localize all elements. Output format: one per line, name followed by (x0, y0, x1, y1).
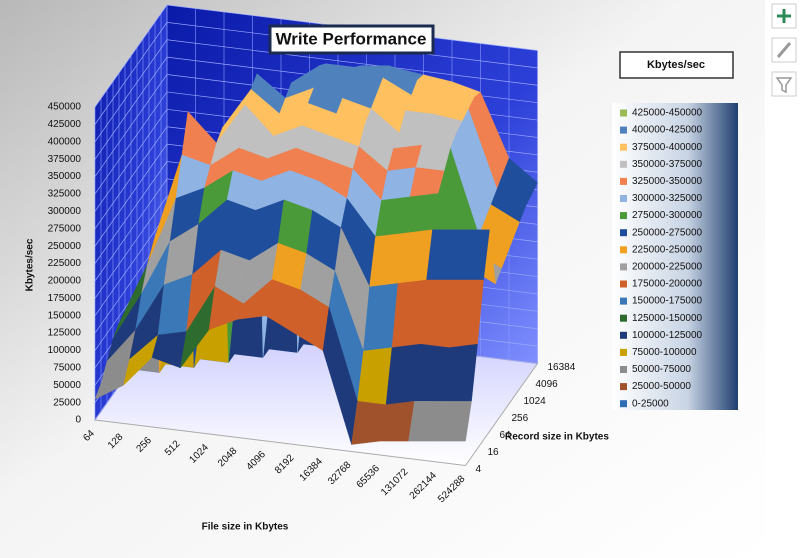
legend-swatch (620, 126, 627, 134)
z-tick-label: 350000 (48, 171, 82, 182)
surface-cell (415, 144, 451, 172)
z-tick-label: 250000 (48, 241, 82, 252)
legend-label: 225000-250000 (632, 244, 703, 255)
grid-line (94, 39, 538, 142)
legend-swatch (620, 263, 627, 271)
legend-swatch (620, 280, 627, 288)
legend-swatch (620, 297, 627, 305)
legend-title-box (619, 51, 734, 79)
legend-swatch (620, 177, 627, 185)
z-tick-label: 450000 (48, 102, 82, 113)
z-tick-label: 325000 (48, 189, 82, 200)
surface-cell (220, 199, 256, 261)
z-tick-label: 400000 (48, 136, 82, 147)
legend-label: 425000-450000 (632, 108, 703, 119)
legend-label: 400000-425000 (632, 125, 703, 136)
legend-label: 25000-50000 (632, 381, 691, 392)
legend-swatch (620, 331, 627, 339)
y-tick-label: 256 (512, 413, 529, 424)
z-tick-label: 225000 (48, 258, 82, 269)
y-tick-label: 4 (476, 464, 482, 475)
x-axis-title: File size in Kbytes (202, 522, 289, 533)
y-tick-label: 16 (488, 447, 500, 458)
filter-button[interactable] (771, 71, 797, 97)
y-tick-label: 4096 (536, 379, 559, 390)
z-tick-label: 375000 (48, 154, 82, 165)
surface-cell (448, 279, 484, 348)
z-tick-label: 200000 (48, 276, 82, 287)
z-tick-label: 100000 (48, 345, 82, 356)
brush-icon (776, 42, 792, 58)
legend-swatch (620, 246, 627, 254)
legend-swatch (620, 400, 627, 408)
legend-label: 325000-350000 (632, 176, 703, 187)
legend-label: 150000-175000 (632, 296, 703, 307)
legend-swatch (620, 229, 627, 237)
y-tick-label: 16384 (548, 362, 576, 373)
legend-title: Kbytes/sec (647, 59, 705, 71)
plot (94, 4, 539, 467)
legend-swatch (620, 109, 627, 117)
surface-cell (454, 229, 490, 281)
z-tick-label: 0 (75, 415, 81, 426)
y-tick-label: 64 (500, 430, 512, 441)
legend-label: 250000-275000 (632, 227, 703, 238)
legend-label: 300000-325000 (632, 193, 703, 204)
legend-swatch (620, 195, 627, 202)
legend-swatch (620, 314, 627, 322)
legend-label: 200000-225000 (632, 262, 703, 273)
z-axis-title: Kbytes/sec (25, 238, 36, 291)
legend-swatch (620, 212, 627, 220)
legend-label: 0-25000 (632, 398, 669, 409)
title-box (268, 24, 435, 55)
legend-swatch (620, 348, 627, 356)
legend-label: 125000-150000 (632, 313, 703, 324)
chart-title: Write Performance (276, 29, 427, 48)
legend-swatch (620, 366, 627, 373)
legend-label: 175000-200000 (632, 279, 703, 290)
z-tick-label: 75000 (53, 362, 81, 373)
z-tick-label: 125000 (48, 328, 82, 339)
plus-icon (777, 9, 791, 23)
legend-label: 275000-300000 (632, 210, 703, 221)
z-tick-label: 275000 (48, 223, 82, 234)
legend-label: 75000-100000 (632, 347, 697, 358)
z-tick-label: 50000 (53, 380, 81, 391)
legend-label: 350000-375000 (632, 159, 703, 170)
legend (612, 103, 738, 410)
y-axis-title: Record size in Kbytes (505, 432, 609, 443)
y-tick-label: 1024 (524, 396, 547, 407)
legend-label: 50000-75000 (632, 364, 691, 375)
toolbar (771, 3, 797, 97)
legend-label: 100000-125000 (632, 330, 703, 341)
z-tick-label: 25000 (53, 397, 81, 408)
legend-swatch (620, 383, 627, 391)
filter-icon (775, 77, 793, 94)
surface-cell (436, 401, 472, 442)
z-tick-label: 150000 (48, 310, 82, 321)
legend-swatch (620, 143, 627, 151)
legend-swatch (620, 160, 627, 168)
z-tick-label: 175000 (48, 293, 82, 304)
z-tick-label: 425000 (48, 119, 82, 130)
legend-label: 375000-400000 (632, 142, 703, 153)
z-tick-label: 300000 (48, 206, 82, 217)
